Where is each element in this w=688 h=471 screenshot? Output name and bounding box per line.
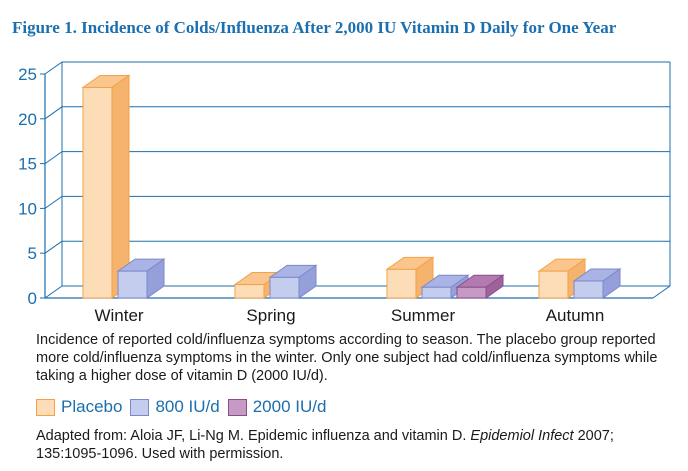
legend-label-2000: 2000 IU/d xyxy=(252,397,327,416)
source-suffix: 2007; 135:1095-1096. Used with permissio… xyxy=(36,428,614,462)
chart-caption: Incidence of reported cold/influenza sym… xyxy=(36,332,658,384)
bar-800-iu-d-autumn xyxy=(573,280,604,299)
y-tick-label-15: 15 xyxy=(18,155,37,174)
gridline-diag-5 xyxy=(44,240,63,254)
bar-placebo-autumn xyxy=(538,270,569,299)
bar-800-iu-d-spring xyxy=(269,276,300,299)
gridline-diag-10 xyxy=(44,195,63,209)
legend-label-800: 800 IU/d xyxy=(155,397,220,416)
y-tick-label-10: 10 xyxy=(18,199,37,218)
source-prefix: Adapted from: Aloia JF, Li-Ng M. Epidemi… xyxy=(36,428,471,444)
floor-right-edge xyxy=(652,285,671,299)
source-journal: Epidemiol Infect xyxy=(470,428,574,444)
legend: Placebo 800 IU/d 2000 IU/d xyxy=(36,396,334,418)
bar-800-iu-d-winter xyxy=(117,270,148,299)
bar-placebo-spring xyxy=(234,284,265,299)
legend-label-placebo: Placebo xyxy=(61,397,123,416)
gridline-diag-20 xyxy=(44,106,63,120)
chart-title: Figure 1. Incidence of Colds/Influenza A… xyxy=(12,18,617,37)
bar-placebo-winter xyxy=(82,86,113,299)
legend-swatch-800 xyxy=(130,398,150,416)
gridline-diag-15 xyxy=(44,151,63,165)
x-tick-label-autumn: Autumn xyxy=(546,306,605,325)
bar-2000-iu-d-summer xyxy=(456,286,487,299)
x-tick-label-summer: Summer xyxy=(391,306,456,325)
y-tick-label-20: 20 xyxy=(18,110,37,129)
legend-item-800: 800 IU/d xyxy=(130,397,220,417)
x-tick-label-winter: Winter xyxy=(94,306,143,325)
legend-item-2000: 2000 IU/d xyxy=(227,397,327,417)
x-tick-label-spring: Spring xyxy=(246,306,295,325)
y-tick-label-0: 0 xyxy=(28,289,37,308)
bar-placebo-summer xyxy=(386,268,417,299)
source-citation: Adapted from: Aloia JF, Li-Ng M. Epidemi… xyxy=(36,427,676,463)
legend-swatch-placebo xyxy=(36,398,55,416)
floor-left-edge xyxy=(44,285,63,299)
bar-800-iu-d-summer xyxy=(421,286,452,299)
y-tick-label-25: 25 xyxy=(18,65,37,84)
y-tick-label-5: 5 xyxy=(28,244,37,263)
legend-item-placebo: Placebo xyxy=(36,397,122,417)
bar-chart: 0 5 10 15 20 25 Winter Spring Summer Autumn xyxy=(18,61,671,325)
gridline-diag-25 xyxy=(44,61,63,75)
legend-swatch-2000 xyxy=(227,398,247,416)
